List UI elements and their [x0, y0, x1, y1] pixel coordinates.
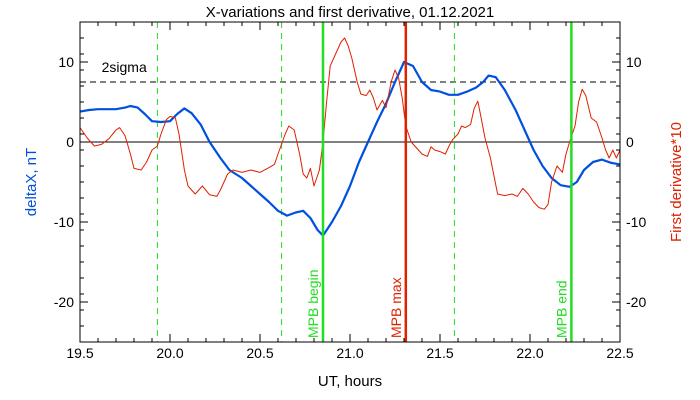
x-tick-label: 20.0: [156, 345, 183, 361]
x-tick-label: 20.5: [246, 345, 273, 361]
marker-label-2: MPB end: [553, 280, 569, 338]
y-tick-label-left: 10: [58, 54, 74, 70]
x-tick-label: 21.5: [426, 345, 453, 361]
x-tick-label: 19.5: [66, 345, 93, 361]
series-line-derivative: [79, 37, 621, 210]
y-tick-label-right: -10: [626, 214, 646, 230]
chart-title: X-variations and first derivative, 01.12…: [206, 4, 495, 21]
y-tick-label-right: 10: [626, 54, 642, 70]
y-tick-label-left: -20: [54, 294, 74, 310]
y-tick-label-left: -10: [54, 214, 74, 230]
marker-lines: MPB begin MPB max MPB end: [305, 22, 573, 342]
y-tick-label-right: -20: [626, 294, 646, 310]
y-tick-label-right: 0: [626, 134, 634, 150]
y-axis-left-label: deltaX, nT: [23, 148, 40, 216]
y-axis-right-label: First derivative*10: [668, 122, 685, 242]
x-tick-label: 22.5: [606, 345, 633, 361]
series-line-deltaX: [79, 60, 621, 237]
series-layer: [79, 37, 621, 237]
x-tick-label: 21.0: [336, 345, 363, 361]
sigma-label: 2sigma: [102, 59, 147, 75]
x-axis-label: UT, hours: [318, 373, 382, 390]
x-tick-label: 22.0: [516, 345, 543, 361]
axis-ticks: 19.5 20.0 20.5 21.0 21.5 22.0 22.5 10 10 0 0 -10 -10…: [54, 21, 646, 361]
y-tick-label-left: 0: [66, 134, 74, 150]
marker-label-0: MPB begin: [305, 270, 321, 338]
marker-label-1: MPB max: [388, 277, 404, 338]
